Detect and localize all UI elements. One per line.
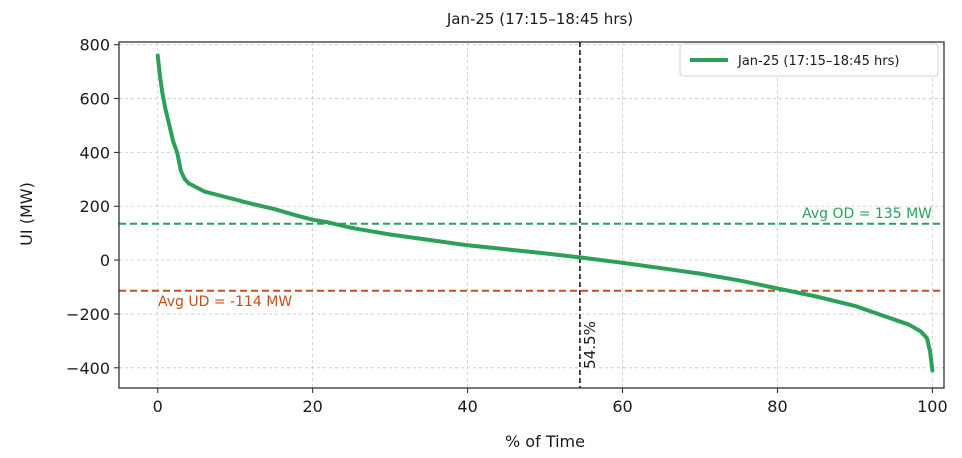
y-tick-label: 0 (100, 251, 110, 270)
legend: Jan-25 (17:15–18:45 hrs) (679, 43, 939, 77)
y-tick-label: 600 (79, 90, 110, 109)
avg-od-label: Avg OD = 135 MW (802, 206, 932, 222)
x-axis-label: % of Time (505, 432, 585, 451)
x-tick-label: 80 (767, 397, 787, 416)
y-tick-label: −400 (66, 359, 110, 378)
vertical-marker-label: 54.5% (581, 321, 599, 369)
x-axis-ticks: 0 20 40 60 80 100 (153, 388, 948, 416)
legend-entry: Jan-25 (17:15–18:45 hrs) (737, 54, 899, 69)
series-layer (155, 53, 935, 373)
y-axis-label: UI (MW) (17, 182, 36, 246)
x-tick-label: 20 (302, 397, 322, 416)
series-line (155, 53, 935, 373)
avg-ud-label: Avg UD = -114 MW (158, 294, 292, 310)
y-tick-label: 200 (79, 197, 110, 216)
x-tick-label: 0 (153, 397, 163, 416)
chart-title: Jan-25 (17:15–18:45 hrs) (446, 10, 633, 28)
y-tick-label: 800 (79, 36, 110, 55)
reference-lines: Avg OD = 135 MW Avg UD = -114 MW 54.5% (119, 42, 944, 388)
x-tick-label: 60 (612, 397, 632, 416)
y-axis-ticks: −400 −200 0 200 400 600 800 (66, 36, 119, 378)
y-tick-label: 400 (79, 143, 110, 162)
x-tick-label: 40 (457, 397, 477, 416)
gridlines (119, 42, 944, 388)
plot-frame (118, 41, 945, 389)
legend-box (679, 43, 939, 77)
y-tick-label: −200 (66, 305, 110, 324)
x-tick-label: 100 (917, 397, 948, 416)
